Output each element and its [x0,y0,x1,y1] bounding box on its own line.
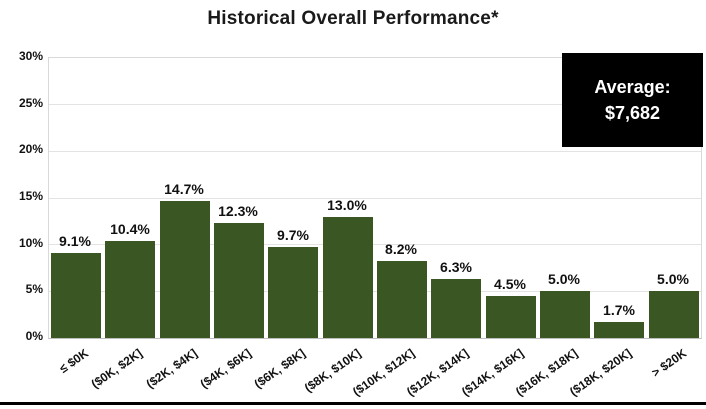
bar-value-label: 12.3% [218,203,258,219]
average-value: $7,682 [604,103,661,123]
bar-value-label: 5.0% [657,271,689,287]
bar [160,201,210,338]
gridline [49,197,701,199]
bar-value-label: 6.3% [440,259,472,275]
bar [51,253,101,338]
bar [323,217,373,338]
y-axis-tick-label: 25% [18,95,43,110]
bar [105,241,155,338]
gridline [49,244,701,246]
bar [649,291,699,338]
gridline [49,104,701,106]
bottom-divider [0,402,706,405]
bar [377,261,427,338]
bar-value-label: 10.4% [110,221,150,237]
plot-area [48,57,702,339]
bar [431,279,481,338]
gridline [49,150,701,152]
chart-title: Historical Overall Performance* [207,8,499,29]
bar [214,223,264,338]
bar-value-label: 9.7% [277,227,309,243]
bar-value-label: 1.7% [603,302,635,318]
x-axis-tick-label: ($0K, $2K] [88,346,146,392]
x-axis-tick-label: ($6K, $8K] [251,346,309,392]
y-axis-tick-label: 20% [18,142,43,157]
bar [268,247,318,338]
y-axis-tick-label: 30% [18,49,43,63]
bar-value-label: 8.2% [385,241,417,257]
gridline [49,290,701,292]
x-axis-tick-label: ($2K, $4K] [143,346,201,392]
x-axis-tick-label: > $20K [649,346,690,380]
bar [486,296,536,338]
bar-value-label: 4.5% [494,276,526,292]
average-label: Average: [594,77,671,97]
bar-value-label: 14.7% [164,181,204,197]
x-axis-tick-label: ($4K, $6K] [197,346,255,392]
average-annotation-box: Average: $7,682 [562,53,703,147]
bar [540,291,590,338]
bar-value-label: 5.0% [548,271,580,287]
bar [594,322,644,338]
bar-value-label: 13.0% [327,197,367,213]
y-axis-tick-label: 10% [18,235,43,250]
bar-value-label: 9.1% [59,233,91,249]
y-axis-tick-label: 15% [18,189,43,203]
y-axis-tick-label: 5% [25,282,43,297]
y-axis-tick-label: 0% [25,329,43,343]
x-axis-tick-label: ≤ $0K [56,346,92,376]
